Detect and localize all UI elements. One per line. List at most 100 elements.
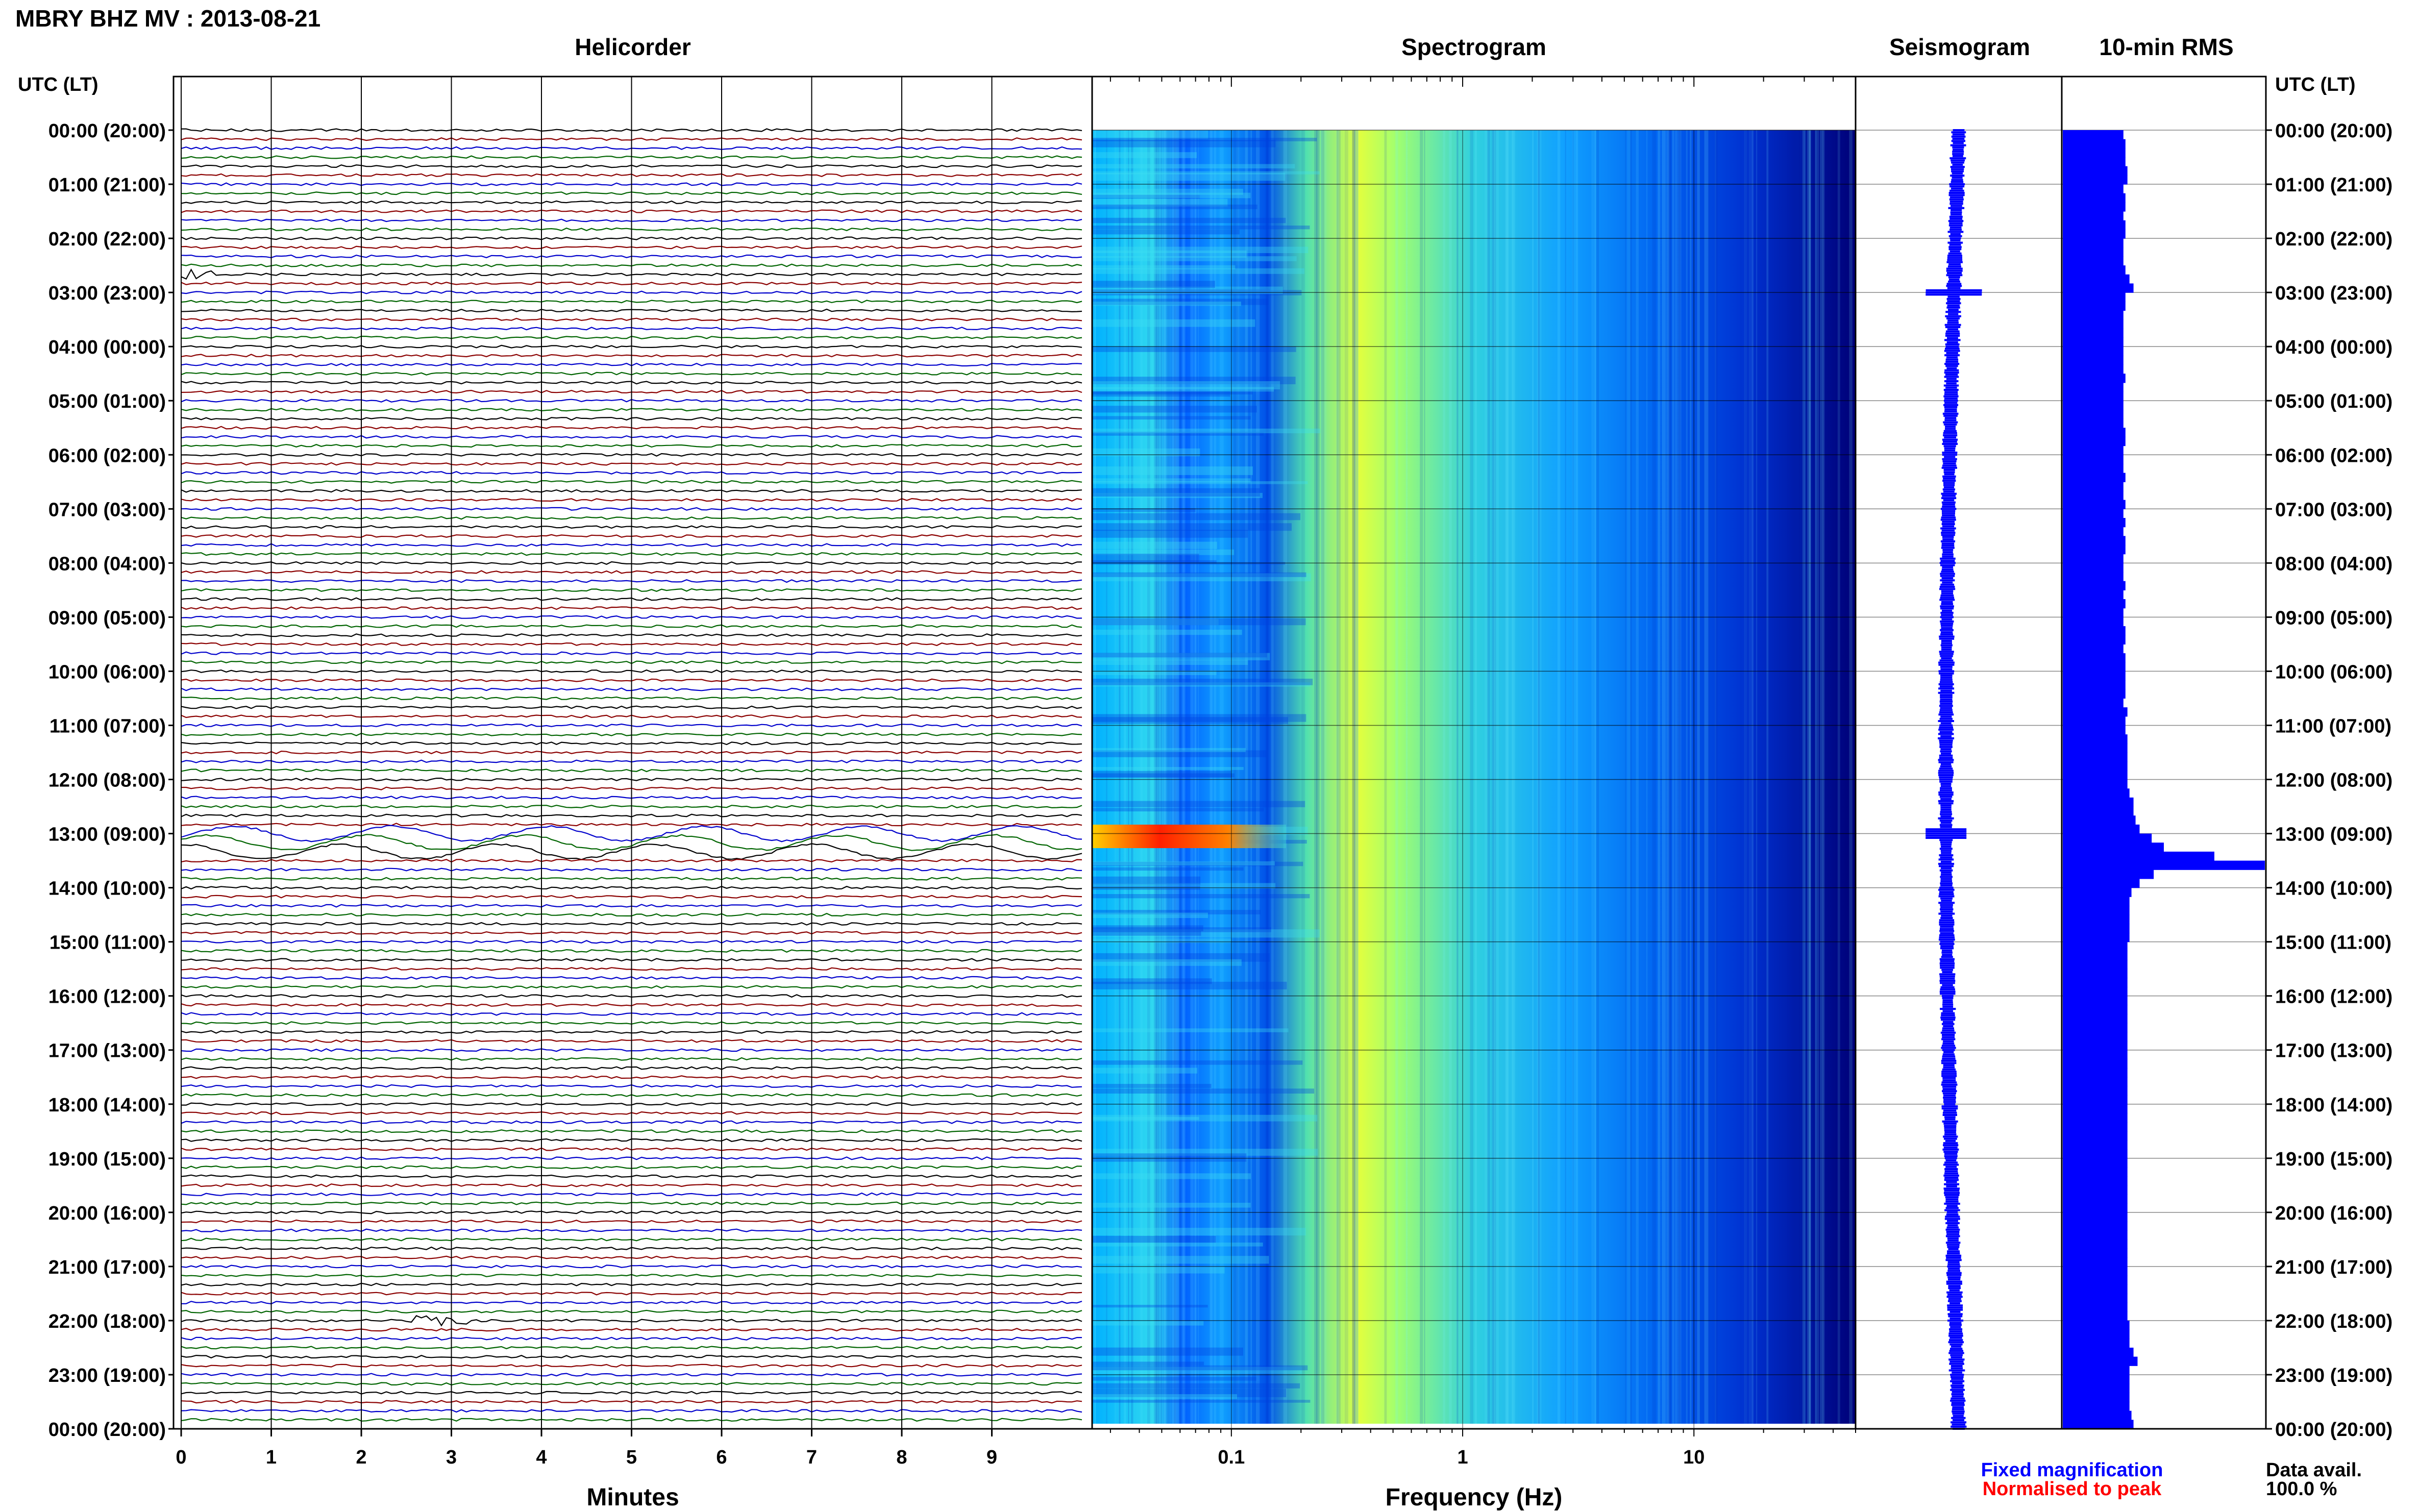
rms-bar — [2063, 482, 2124, 491]
spectrogram-band — [1092, 1305, 1208, 1308]
time-label-left: 01:00 (21:00) — [48, 175, 166, 196]
spectrogram-streak — [1236, 130, 1240, 1424]
spectrogram-band — [1092, 1377, 1256, 1381]
spectrogram-streak — [1496, 130, 1499, 1424]
rms-bar — [2063, 463, 2124, 474]
rms-bar — [2063, 517, 2126, 528]
rms-bar — [2063, 364, 2124, 374]
spectrogram-xlabel: Frequency (Hz) — [1386, 1484, 1563, 1511]
rms-bar — [2063, 572, 2124, 582]
spectrogram-band — [1092, 194, 1200, 199]
rms-bar — [2063, 1230, 2128, 1240]
spectrogram-streak — [1449, 130, 1452, 1424]
spectrogram-streak — [1337, 130, 1339, 1424]
spectrogram-streak — [1565, 130, 1566, 1424]
spectrogram-streak — [1174, 130, 1176, 1424]
rms-bar — [2063, 1077, 2128, 1086]
rms-bar — [2063, 265, 2126, 275]
rms-bar — [2063, 1257, 2128, 1267]
spectrogram-band — [1092, 959, 1242, 966]
spectrogram-streak — [1743, 130, 1747, 1424]
spectrogram-band — [1092, 381, 1280, 389]
helicorder-xlabel: Minutes — [586, 1484, 679, 1511]
rms-bar — [2063, 1104, 2128, 1114]
spectrogram-band — [1092, 938, 1231, 943]
spectrogram-band — [1092, 876, 1201, 885]
spectrogram-band — [1092, 319, 1255, 327]
rms-bar — [2063, 274, 2130, 284]
spectrogram-band — [1092, 164, 1295, 168]
spectrogram-band — [1092, 1361, 1204, 1366]
spectrogram-band — [1092, 560, 1217, 564]
time-label-left: 06:00 (02:00) — [48, 445, 166, 466]
spectrogram-streak — [1658, 130, 1661, 1424]
rms-bar — [2063, 509, 2124, 518]
rms-bar — [2063, 238, 2124, 248]
spectrogram-streak — [1696, 130, 1700, 1424]
spectrogram-band — [1092, 682, 1311, 687]
rms-bar — [2063, 590, 2124, 600]
spectrogram-streak — [1630, 130, 1632, 1424]
spectrogram-streak — [1815, 130, 1819, 1424]
rms-bar — [2063, 1041, 2128, 1051]
time-label-left: 13:00 (09:00) — [48, 824, 166, 846]
spectrogram-streak — [1646, 130, 1648, 1424]
spectrogram-streak — [1783, 130, 1787, 1424]
rms-bar — [2063, 653, 2126, 663]
rms-bar — [2063, 554, 2124, 563]
spectrogram-band — [1092, 138, 1317, 141]
rms-bar — [2063, 391, 2124, 401]
spectrogram-band — [1092, 653, 1270, 660]
rms-bar — [2063, 1068, 2128, 1078]
rms-bar — [2063, 445, 2124, 455]
rms-bar — [2063, 860, 2265, 870]
spectrogram-band — [1092, 188, 1243, 195]
rms-bar — [2063, 409, 2124, 419]
time-label-left: 21:00 (17:00) — [48, 1257, 166, 1278]
rms-bar — [2063, 473, 2126, 482]
rms-bar — [2063, 626, 2126, 636]
spectrogram-streak — [1316, 130, 1320, 1424]
rms-bar — [2063, 220, 2126, 230]
rms-bar — [2063, 1122, 2128, 1132]
spectrogram-streak — [1181, 130, 1186, 1424]
spectrogram-streak — [1164, 130, 1166, 1424]
spectrogram-band — [1092, 1149, 1318, 1156]
time-label-right: 00:00 (20:00) — [2275, 1419, 2392, 1441]
rms-bar — [2063, 1167, 2128, 1177]
spectrogram-band — [1092, 773, 1235, 778]
time-label-right: 01:00 (21:00) — [2275, 175, 2392, 196]
spectrogram-streak — [1470, 130, 1473, 1424]
helicorder-tick-label: 8 — [896, 1447, 907, 1468]
spectrogram-streak — [1338, 130, 1341, 1424]
rms-bar — [2063, 978, 2128, 987]
spectrogram-band — [1092, 549, 1235, 555]
spectrogram-streak — [1405, 130, 1408, 1424]
spectrogram-streak — [1575, 130, 1578, 1424]
spectrogram-streak — [1662, 130, 1666, 1424]
spectrogram-band — [1092, 1367, 1302, 1374]
rms-bar — [2063, 797, 2134, 807]
helicorder-tick-label: 4 — [536, 1447, 547, 1468]
spectrogram-title: Spectrogram — [1401, 34, 1546, 60]
spectrogram-streak — [1837, 130, 1840, 1424]
spectrogram-band — [1092, 530, 1248, 538]
rms-bar — [2063, 617, 2124, 627]
time-label-right: 00:00 (20:00) — [2275, 120, 2392, 142]
spectrogram-streak — [1625, 130, 1626, 1424]
spectrogram-band — [1092, 929, 1320, 938]
spectrogram-streak — [1182, 130, 1185, 1424]
spectrogram-streak — [1512, 130, 1516, 1424]
spectrogram-band — [1092, 1389, 1287, 1397]
spectrogram-streak — [1666, 130, 1670, 1424]
rms-bar — [2063, 346, 2124, 356]
spectrogram-band — [1092, 912, 1208, 918]
spectrogram-streak — [1131, 130, 1133, 1424]
time-label-right: 20:00 (16:00) — [2275, 1203, 2392, 1224]
spectrogram-streak — [1715, 130, 1718, 1424]
time-label-left: 10:00 (06:00) — [48, 661, 166, 683]
spectrogram-band — [1092, 199, 1228, 207]
spectrogram-band — [1092, 428, 1321, 433]
spectrogram-band — [1092, 432, 1264, 436]
